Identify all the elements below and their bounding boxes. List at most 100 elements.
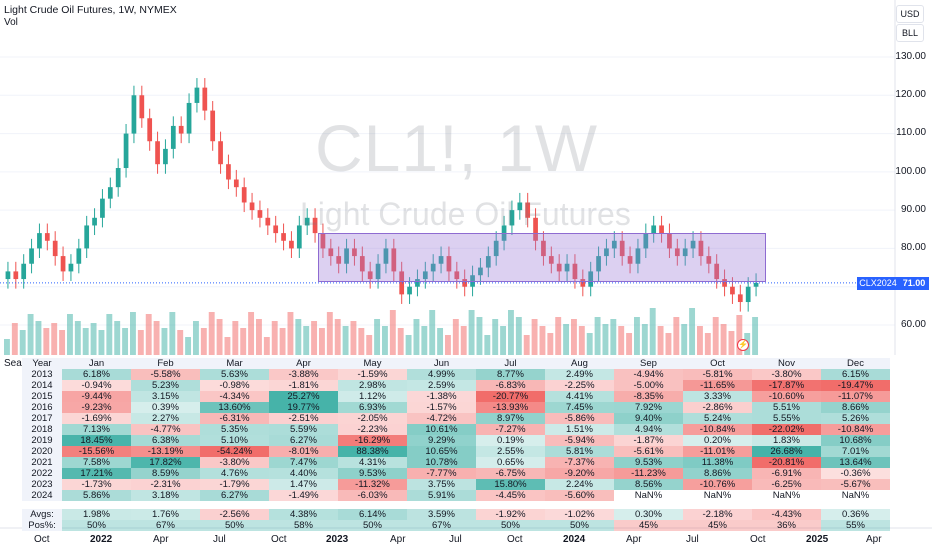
candle[interactable]: [659, 225, 664, 234]
candle[interactable]: [485, 256, 491, 268]
candle[interactable]: [320, 233, 326, 249]
candle[interactable]: [241, 187, 247, 203]
candle[interactable]: [186, 102, 192, 134]
candle[interactable]: [273, 225, 279, 234]
candle[interactable]: [714, 263, 720, 280]
price-range-zone[interactable]: [318, 233, 766, 282]
candle[interactable]: [147, 118, 153, 142]
candle[interactable]: [643, 233, 649, 249]
candle[interactable]: [651, 225, 657, 234]
seasonals-summary-cell: 36%: [752, 520, 821, 531]
candle[interactable]: [5, 271, 11, 280]
candle[interactable]: [745, 286, 751, 303]
candle[interactable]: [344, 248, 349, 264]
candle[interactable]: [596, 256, 601, 272]
candle[interactable]: [257, 210, 263, 218]
candle[interactable]: [667, 233, 672, 249]
candle[interactable]: [375, 263, 381, 280]
candle[interactable]: [60, 256, 66, 272]
candle[interactable]: [131, 95, 137, 134]
candle[interactable]: [674, 248, 680, 257]
candle[interactable]: [359, 256, 365, 272]
candle[interactable]: [730, 286, 735, 295]
candle[interactable]: [391, 248, 397, 272]
candle[interactable]: [422, 271, 428, 280]
candle[interactable]: [115, 168, 121, 188]
candle[interactable]: [541, 240, 546, 257]
candle[interactable]: [493, 240, 499, 257]
candle[interactable]: [163, 148, 168, 165]
lightning-icon[interactable]: ⚡: [737, 339, 749, 351]
candle[interactable]: [430, 263, 436, 272]
candle[interactable]: [76, 248, 82, 264]
candle[interactable]: [698, 240, 704, 257]
candle[interactable]: [572, 263, 578, 280]
candle[interactable]: [517, 202, 523, 211]
candle[interactable]: [604, 248, 609, 257]
candle[interactable]: [407, 286, 412, 295]
candle[interactable]: [92, 217, 97, 226]
candle[interactable]: [367, 271, 373, 280]
candle[interactable]: [107, 187, 113, 199]
candle[interactable]: [635, 248, 641, 264]
candle[interactable]: [533, 217, 538, 241]
candle[interactable]: [619, 240, 625, 257]
candle[interactable]: [753, 282, 759, 287]
unit-button[interactable]: BLL: [896, 24, 924, 42]
candle[interactable]: [690, 240, 696, 249]
candle[interactable]: [44, 233, 50, 241]
candle[interactable]: [178, 125, 184, 134]
candle[interactable]: [68, 263, 74, 272]
candle[interactable]: [556, 263, 562, 272]
candle[interactable]: [462, 279, 468, 287]
candle[interactable]: [218, 141, 223, 165]
candle[interactable]: [438, 256, 444, 264]
candle[interactable]: [564, 263, 570, 272]
candle[interactable]: [29, 248, 34, 264]
candle[interactable]: [722, 279, 727, 287]
candle[interactable]: [336, 256, 342, 264]
candle[interactable]: [304, 217, 310, 226]
candle[interactable]: [194, 87, 200, 103]
candle[interactable]: [478, 267, 483, 276]
candle[interactable]: [352, 248, 357, 257]
candle[interactable]: [265, 217, 271, 226]
candle[interactable]: [249, 202, 255, 211]
candle[interactable]: [155, 141, 160, 165]
currency-button[interactable]: USD: [896, 5, 924, 23]
candle[interactable]: [296, 225, 302, 249]
candle[interactable]: [706, 256, 712, 264]
candle[interactable]: [446, 256, 452, 272]
candle[interactable]: [139, 95, 145, 119]
candle[interactable]: [454, 271, 460, 280]
candle[interactable]: [627, 256, 633, 264]
candle[interactable]: [21, 263, 27, 280]
candle[interactable]: [226, 164, 231, 180]
candle[interactable]: [737, 294, 743, 303]
candle[interactable]: [383, 248, 389, 264]
candle[interactable]: [611, 240, 617, 249]
candle[interactable]: [289, 240, 294, 249]
candle[interactable]: [312, 217, 318, 234]
candle[interactable]: [170, 125, 176, 149]
candle[interactable]: [588, 271, 594, 287]
candle[interactable]: [233, 179, 239, 188]
candle[interactable]: [84, 225, 90, 249]
candle[interactable]: [202, 87, 208, 111]
seasonals-value-cell: -2.51%: [269, 413, 338, 424]
candle[interactable]: [13, 271, 19, 280]
candle[interactable]: [509, 210, 515, 226]
candle[interactable]: [37, 233, 42, 249]
candle[interactable]: [682, 248, 688, 257]
candle[interactable]: [123, 133, 129, 169]
candle[interactable]: [210, 110, 216, 142]
candle[interactable]: [328, 248, 334, 257]
candle[interactable]: [470, 275, 475, 287]
candle[interactable]: [548, 256, 554, 264]
candle[interactable]: [281, 233, 286, 241]
candle[interactable]: [100, 198, 105, 218]
candle[interactable]: [525, 202, 531, 218]
candle[interactable]: [52, 240, 58, 257]
candle[interactable]: [399, 271, 405, 295]
